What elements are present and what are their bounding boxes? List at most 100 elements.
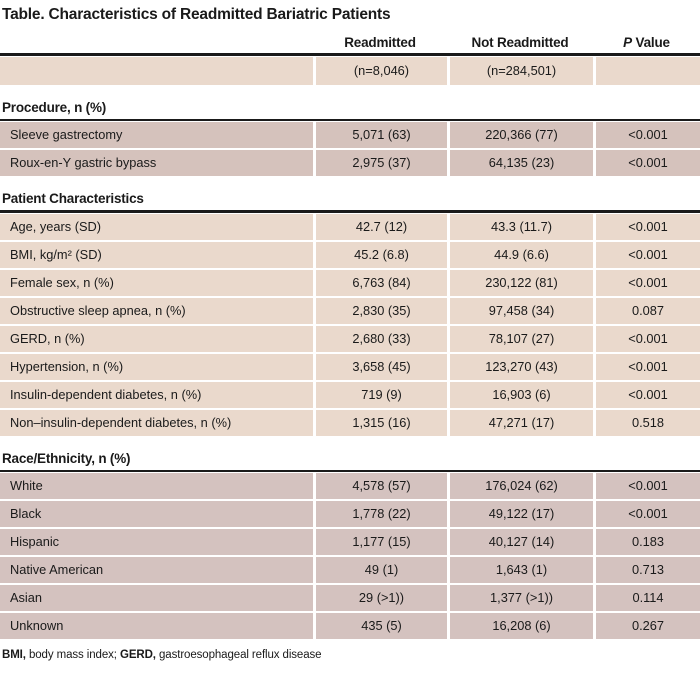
section-patient-characteristics: Patient Characteristics Age, years (SD) … <box>0 191 700 436</box>
cell-not-readmitted: 176,024 (62) <box>447 473 593 499</box>
cell-not-readmitted: 78,107 (27) <box>447 325 593 352</box>
cell-readmitted: 1,778 (22) <box>313 501 447 527</box>
row-label: Non–insulin-dependent diabetes, n (%) <box>0 409 313 436</box>
row-label: Native American <box>0 557 313 583</box>
table-figure: Table. Characteristics of Readmitted Bar… <box>0 6 700 661</box>
row-label: Age, years (SD) <box>0 213 313 240</box>
cell-p-value: 0.518 <box>593 409 700 436</box>
table-row: Native American 49 (1) 1,643 (1) 0.713 <box>0 557 700 583</box>
row-label: Roux-en-Y gastric bypass <box>0 150 313 176</box>
cell-not-readmitted: 1,643 (1) <box>447 557 593 583</box>
footnote-bmi-abbr: BMI, <box>2 649 26 661</box>
table-row: Black 1,778 (22) 49,122 (17) <0.001 <box>0 501 700 527</box>
table-row: Obstructive sleep apnea, n (%) 2,830 (35… <box>0 297 700 324</box>
cell-not-readmitted: 230,122 (81) <box>447 269 593 296</box>
cell-readmitted: 2,975 (37) <box>313 150 447 176</box>
row-label: Unknown <box>0 613 313 639</box>
table-row: GERD, n (%) 2,680 (33) 78,107 (27) <0.00… <box>0 325 700 352</box>
cell-p-value: 0.087 <box>593 297 700 324</box>
footnote: BMI, body mass index; GERD, gastroesopha… <box>0 639 700 661</box>
cell-readmitted: 2,680 (33) <box>313 325 447 352</box>
cell-p-value: 0.267 <box>593 613 700 639</box>
cell-readmitted: 49 (1) <box>313 557 447 583</box>
cell-not-readmitted: 220,366 (77) <box>447 122 593 148</box>
section-header-procedure: Procedure, n (%) <box>2 99 107 115</box>
cell-readmitted: 3,658 (45) <box>313 353 447 380</box>
row-label: Asian <box>0 585 313 611</box>
cell-readmitted: 45.2 (6.8) <box>313 241 447 268</box>
section-rule <box>0 210 700 213</box>
column-header-p-value: P Value <box>593 35 700 50</box>
cell-p-value: <0.001 <box>593 213 700 240</box>
cell-not-readmitted: 16,208 (6) <box>447 613 593 639</box>
footnote-gerd-abbr: GERD, <box>119 649 156 661</box>
cell-readmitted: 2,830 (35) <box>313 297 447 324</box>
sample-size-row: (n=8,046) (n=284,501) <box>0 56 700 85</box>
table-row: Sleeve gastrectomy 5,071 (63) 220,366 (7… <box>0 122 700 148</box>
table-title: Table. Characteristics of Readmitted Bar… <box>2 6 391 23</box>
table-row: Age, years (SD) 42.7 (12) 43.3 (11.7) <0… <box>0 213 700 240</box>
cell-readmitted: 29 (>1)) <box>313 585 447 611</box>
cell-p-value: 0.713 <box>593 557 700 583</box>
cell-p-value: <0.001 <box>593 381 700 408</box>
table-row: White 4,578 (57) 176,024 (62) <0.001 <box>0 473 700 499</box>
table-row: Non–insulin-dependent diabetes, n (%) 1,… <box>0 409 700 436</box>
cell-p-value: <0.001 <box>593 122 700 148</box>
section-rule <box>0 118 700 121</box>
row-label: BMI, kg/m² (SD) <box>0 241 313 268</box>
section-procedure: Procedure, n (%) Sleeve gastrectomy 5,07… <box>0 99 700 176</box>
section-rule <box>0 469 700 472</box>
cell-not-readmitted: 40,127 (14) <box>447 529 593 555</box>
header-rule <box>0 53 700 56</box>
table-row: Hispanic 1,177 (15) 40,127 (14) 0.183 <box>0 529 700 555</box>
row-label: Hispanic <box>0 529 313 555</box>
cell-not-readmitted: 97,458 (34) <box>447 297 593 324</box>
cell-p-value: <0.001 <box>593 241 700 268</box>
footnote-gerd-text: gastroesophageal reflux disease <box>155 649 322 661</box>
cell-p-value: <0.001 <box>593 325 700 352</box>
table-row: Roux-en-Y gastric bypass 2,975 (37) 64,1… <box>0 150 700 176</box>
table-row: Asian 29 (>1)) 1,377 (>1)) 0.114 <box>0 585 700 611</box>
cell-not-readmitted: 1,377 (>1)) <box>447 585 593 611</box>
row-label: GERD, n (%) <box>0 325 313 352</box>
section-header-patient-characteristics: Patient Characteristics <box>2 191 144 206</box>
cell-readmitted: 435 (5) <box>313 613 447 639</box>
cell-p-value: <0.001 <box>593 501 700 527</box>
cell-p-value: <0.001 <box>593 150 700 176</box>
cell-p-value: <0.001 <box>593 353 700 380</box>
sample-size-not-readmitted: (n=284,501) <box>447 56 593 85</box>
cell-readmitted: 42.7 (12) <box>313 213 447 240</box>
cell-not-readmitted: 47,271 (17) <box>447 409 593 436</box>
cell-p-value: 0.114 <box>593 585 700 611</box>
cell-readmitted: 1,177 (15) <box>313 529 447 555</box>
footnote-bmi-text: body mass index; <box>25 649 120 661</box>
cell-readmitted: 5,071 (63) <box>313 122 447 148</box>
table-row: Female sex, n (%) 6,763 (84) 230,122 (81… <box>0 269 700 296</box>
cell-p-value: <0.001 <box>593 473 700 499</box>
column-header-readmitted: Readmitted <box>344 35 416 50</box>
row-label: Hypertension, n (%) <box>0 353 313 380</box>
cell-not-readmitted: 64,135 (23) <box>447 150 593 176</box>
column-header-row: Readmitted Not Readmitted P Value <box>0 35 700 53</box>
table-row: Unknown 435 (5) 16,208 (6) 0.267 <box>0 613 700 639</box>
cell-readmitted: 6,763 (84) <box>313 269 447 296</box>
row-label: Obstructive sleep apnea, n (%) <box>0 297 313 324</box>
cell-p-value: <0.001 <box>593 269 700 296</box>
cell-not-readmitted: 123,270 (43) <box>447 353 593 380</box>
cell-not-readmitted: 49,122 (17) <box>447 501 593 527</box>
row-label: Female sex, n (%) <box>0 269 313 296</box>
column-header-not-readmitted: Not Readmitted <box>471 35 569 50</box>
cell-not-readmitted: 44.9 (6.6) <box>447 241 593 268</box>
row-label: Sleeve gastrectomy <box>0 122 313 148</box>
row-label: White <box>0 473 313 499</box>
table-row: Insulin-dependent diabetes, n (%) 719 (9… <box>0 381 700 408</box>
sample-size-readmitted: (n=8,046) <box>313 56 447 85</box>
cell-p-value: 0.183 <box>593 529 700 555</box>
table-row: BMI, kg/m² (SD) 45.2 (6.8) 44.9 (6.6) <0… <box>0 241 700 268</box>
table-row: Hypertension, n (%) 3,658 (45) 123,270 (… <box>0 353 700 380</box>
p-value-rest: Value <box>631 35 670 50</box>
sample-size-label-cell <box>0 56 313 85</box>
section-header-race-ethnicity: Race/Ethnicity, n (%) <box>2 450 131 466</box>
cell-readmitted: 1,315 (16) <box>313 409 447 436</box>
p-value-italic: P <box>623 35 632 50</box>
